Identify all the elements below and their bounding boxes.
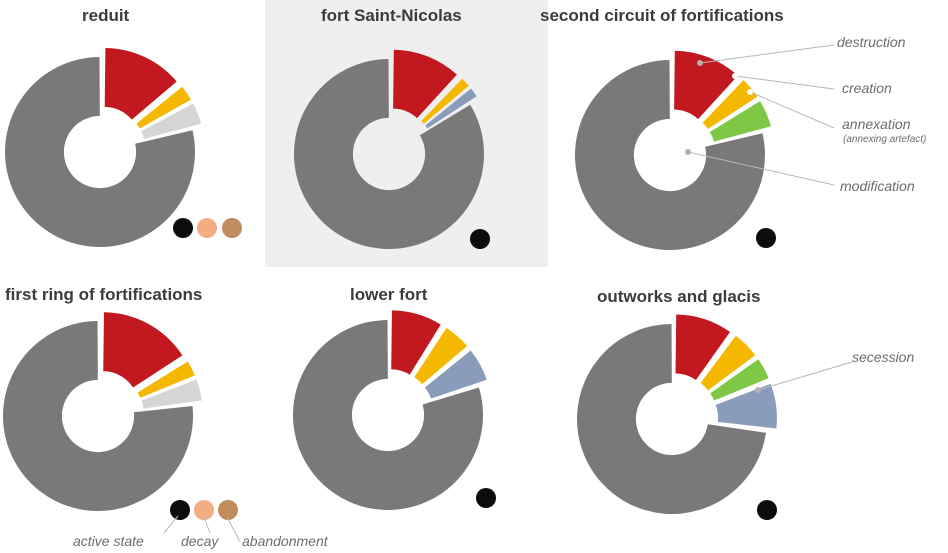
annot-destruction: destruction xyxy=(837,34,906,50)
donut-reduit xyxy=(5,47,202,247)
slice-creation xyxy=(702,80,758,129)
state-abandonment-first-ring xyxy=(218,500,238,520)
slice-modification xyxy=(3,321,193,511)
slice-secession xyxy=(141,379,202,409)
slice-secession xyxy=(715,383,777,429)
slice-secession xyxy=(425,88,477,129)
donut-fort-saint-nicolas xyxy=(294,49,484,249)
slice-destruction xyxy=(674,50,738,120)
slice-annexation xyxy=(709,101,771,142)
title-lower-fort: lower fort xyxy=(350,285,428,304)
state-decay-reduit xyxy=(197,218,217,238)
slice-destruction xyxy=(391,310,441,375)
title-fort-saint-nicolas: fort Saint-Nicolas xyxy=(321,6,462,25)
annot-decay: decay xyxy=(181,533,219,549)
slice-modification xyxy=(294,59,484,249)
slice-destruction xyxy=(103,312,183,388)
slice-creation xyxy=(700,335,756,391)
donut-lower-fort xyxy=(293,310,487,510)
state-decay-first-ring xyxy=(194,500,214,520)
annot-annexation-sub: (annexing artefact) xyxy=(843,134,927,145)
state-active-first-ring xyxy=(170,500,190,520)
donut-outworks xyxy=(577,314,777,514)
slice-secession xyxy=(141,103,202,139)
slice-creation xyxy=(421,78,469,124)
slice-annexation xyxy=(710,359,769,401)
state-active-second-circuit xyxy=(756,228,776,248)
state-active-reduit xyxy=(173,218,193,238)
slice-destruction xyxy=(675,314,731,381)
annot-abandonment: abandonment xyxy=(242,533,328,549)
state-abandonment-reduit xyxy=(222,218,242,238)
annot-secession: secession xyxy=(852,349,915,365)
slice-creation xyxy=(414,327,468,385)
slice-destruction xyxy=(393,49,457,119)
title-first-ring: first ring of fortifications xyxy=(5,285,203,304)
slice-destruction xyxy=(104,47,177,120)
annot-annexation: annexation xyxy=(842,116,911,132)
donut-first-ring xyxy=(3,312,202,511)
slice-modification xyxy=(5,57,196,247)
slice-creation xyxy=(137,361,195,398)
slice-modification xyxy=(293,320,483,510)
slice-secession xyxy=(424,350,487,399)
slice-modification xyxy=(575,60,765,251)
slice-creation xyxy=(136,86,191,129)
state-active-saint-nicolas xyxy=(470,229,490,249)
annot-active-state: active state xyxy=(73,533,144,549)
slice-modification xyxy=(577,324,766,514)
state-active-lower-fort xyxy=(476,488,496,508)
title-outworks: outworks and glacis xyxy=(597,287,761,306)
title-reduit: reduit xyxy=(82,6,130,25)
donut-second-circuit xyxy=(575,50,771,251)
annot-creation: creation xyxy=(842,80,892,96)
state-active-outworks xyxy=(757,500,777,520)
title-second-circuit: second circuit of fortifications xyxy=(540,6,784,25)
annot-modification: modification xyxy=(840,178,915,194)
